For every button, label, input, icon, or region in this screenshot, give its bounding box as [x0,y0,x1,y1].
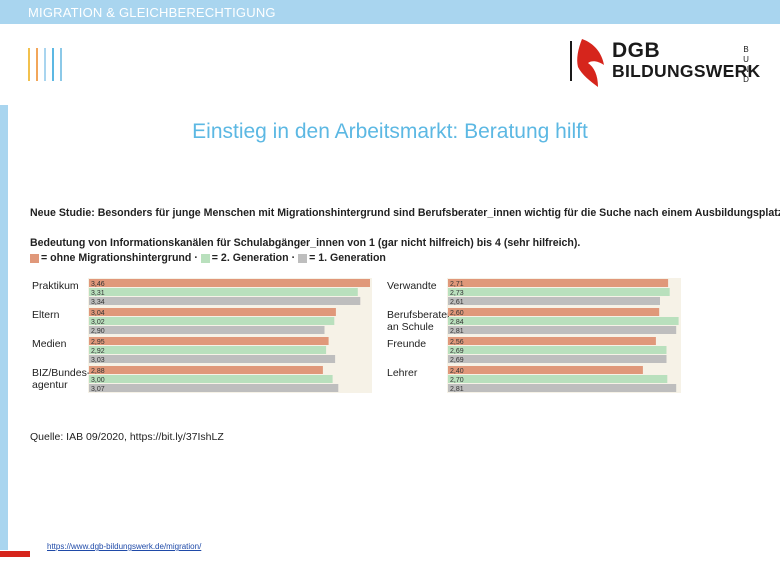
legend-swatch-gen1 [298,253,308,263]
bar-0 [448,279,669,287]
left-accent-stripe [0,105,8,550]
category-label: Lehrer [387,367,418,379]
bar-0 [89,337,329,345]
bar-1 [89,346,327,354]
bar-value-label: 2,92 [91,348,105,355]
bar-2 [448,355,667,363]
bar-value-label: 3,07 [91,386,105,393]
study-subtitle: Neue Studie: Besonders für junge Mensche… [30,207,780,219]
bar-1 [448,346,667,354]
bar-0 [89,308,336,316]
bar-value-label: 3,31 [91,290,105,297]
bar-2 [89,355,336,363]
decorative-lines [28,48,68,81]
category-label: Freunde [387,338,426,350]
bar-value-label: 3,02 [91,319,105,326]
legend-label-ohne: = ohne Migrationshintergrund · [41,252,198,264]
bar-1 [89,288,358,296]
bar-0 [448,308,660,316]
category-label: Berufsberater an Schule [387,309,451,333]
bar-1 [448,288,670,296]
bar-value-label: 2,69 [450,348,464,355]
bar-2 [448,297,660,305]
footer-link[interactable]: https://www.dgb-bildungswerk.de/migratio… [47,542,202,551]
footer-red-bar [0,551,30,557]
category-label: Medien [32,338,67,350]
category-label: BIZ/Bundes-agentur [32,367,91,391]
bar-0 [89,366,323,374]
legend-swatch-gen2 [200,253,210,263]
chart-description: Bedeutung von Informationskanälen für Sc… [30,237,581,249]
legend-label-gen2: = 2. Generation · [211,252,296,264]
bar-value-label: 3,46 [91,281,105,288]
bar-2 [89,326,325,334]
bar-1 [448,375,668,383]
bar-value-label: 2,60 [450,310,464,317]
bar-value-label: 2,61 [450,299,464,306]
bar-value-label: 3,34 [91,299,105,306]
bar-value-label: 2,73 [450,290,464,297]
bar-value-label: 2,81 [450,386,464,393]
bar-0 [448,337,656,345]
legend-label-gen1: = 1. Generation [309,252,386,264]
bar-1 [89,375,333,383]
bar-value-label: 3,03 [91,357,105,364]
bar-value-label: 2,69 [450,357,464,364]
logo-text-bildungswerk: BILDUNGSWERK [612,61,761,81]
logo-text-dgb: DGB [612,39,661,62]
bar-2 [89,297,361,305]
bar-value-label: 2,84 [450,319,464,326]
bar-value-label: 3,04 [91,310,105,317]
bar-value-label: 2,71 [450,281,464,288]
source-citation: Quelle: IAB 09/2020, https://bit.ly/37Is… [30,431,224,443]
bar-1 [448,317,679,325]
bar-value-label: 2,90 [91,328,105,335]
header-bar: MIGRATION & GLEICHBERECHTIGUNG [0,0,780,24]
bar-value-label: 2,70 [450,377,464,384]
bar-0 [448,366,643,374]
bar-2 [448,384,677,392]
bar-value-label: 2,81 [450,328,464,335]
category-label: Praktikum [32,280,79,292]
slide-title: Einstieg in den Arbeitsmarkt: Beratung h… [192,120,588,143]
bar-value-label: 2,95 [91,339,105,346]
header-title: MIGRATION & GLEICHBERECHTIGUNG [28,5,276,20]
bar-value-label: 2,56 [450,339,464,346]
category-label: Eltern [32,309,60,321]
chart-legend: = ohne Migrationshintergrund · = 2. Gene… [30,252,386,264]
bar-1 [89,317,335,325]
bar-value-label: 2,40 [450,368,464,375]
bar-value-label: 2,88 [91,368,105,375]
category-label: Verwandte [387,280,437,292]
bar-0 [89,279,370,287]
bar-value-label: 3,00 [91,377,105,384]
bar-2 [448,326,677,334]
bar-2 [89,384,339,392]
legend-swatch-ohne [30,253,39,263]
dgb-bird-icon [570,39,604,87]
